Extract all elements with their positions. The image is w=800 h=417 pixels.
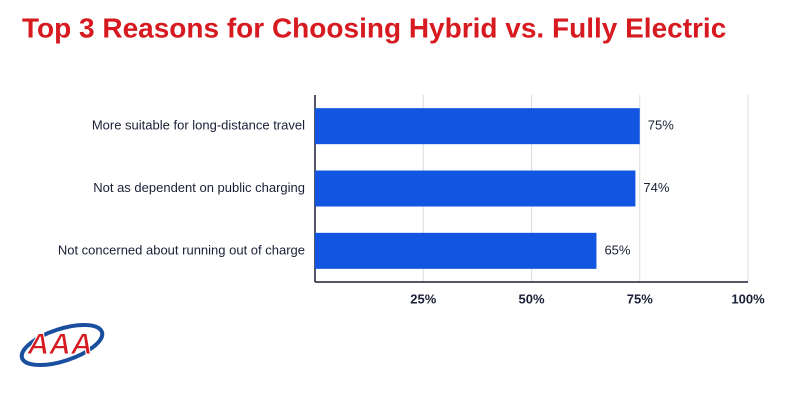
logo-swoosh bbox=[19, 322, 105, 368]
bar bbox=[315, 232, 597, 269]
data-label: 75% bbox=[648, 118, 674, 133]
y-tick-label: More suitable for long-distance travel bbox=[92, 118, 305, 133]
data-label: 74% bbox=[643, 180, 669, 195]
data-label: 65% bbox=[604, 242, 630, 257]
bar bbox=[315, 170, 636, 207]
y-tick-label: Not as dependent on public charging bbox=[93, 180, 305, 195]
bar bbox=[315, 108, 640, 145]
x-tick-label: 25% bbox=[410, 291, 436, 306]
x-tick-label: 75% bbox=[627, 291, 653, 306]
logo-text: AAA bbox=[27, 328, 93, 361]
x-tick-label: 100% bbox=[731, 291, 765, 306]
x-tick-label: 50% bbox=[518, 291, 544, 306]
y-tick-label: Not concerned about running out of charg… bbox=[58, 242, 305, 257]
chart-title: Top 3 Reasons for Choosing Hybrid vs. Fu… bbox=[22, 12, 726, 43]
logo: AAA bbox=[19, 322, 105, 368]
